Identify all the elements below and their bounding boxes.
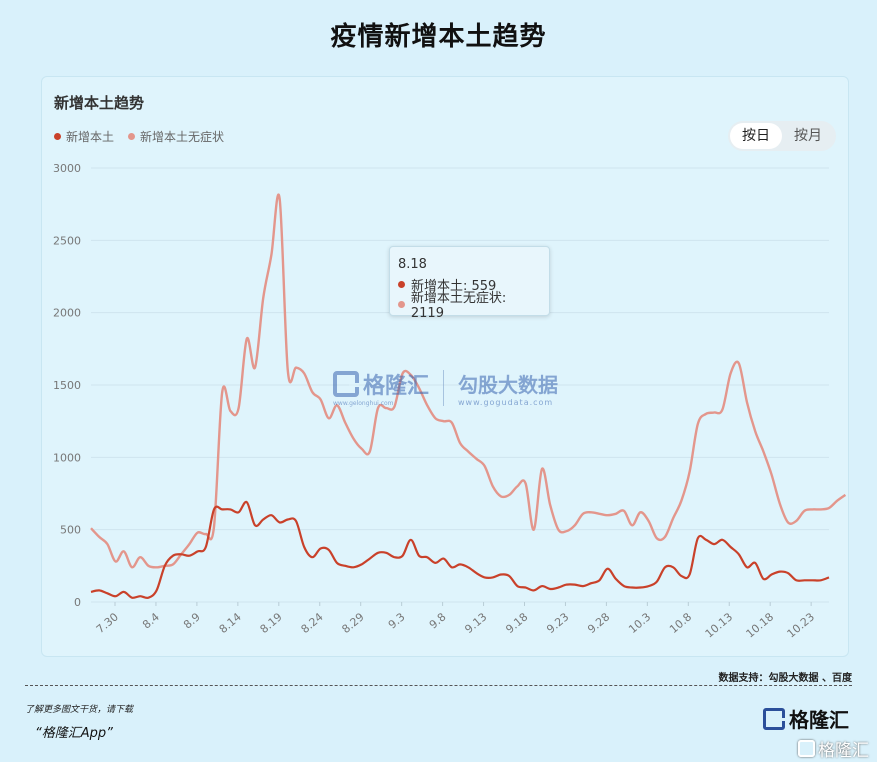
x-tick-label: 8.24 bbox=[299, 610, 326, 636]
footer-app-name: “格隆汇App” bbox=[35, 726, 113, 741]
x-tick-label: 8.9 bbox=[181, 610, 203, 631]
y-tick-label: 2500 bbox=[53, 234, 81, 247]
x-tick-label: 8.19 bbox=[258, 610, 285, 636]
corner-g-icon bbox=[798, 740, 815, 757]
corner-watermark: 格隆汇 bbox=[798, 736, 869, 761]
tooltip-dot-confirmed bbox=[398, 280, 405, 288]
x-tick-label: 10.8 bbox=[667, 610, 694, 636]
period-toggle: 按日 按月 bbox=[728, 121, 836, 151]
x-tick-label: 10.13 bbox=[703, 610, 735, 640]
x-tick-label: 10.3 bbox=[626, 610, 653, 636]
legend-dot-confirmed bbox=[54, 133, 61, 140]
x-tick-label: 9.13 bbox=[462, 610, 489, 636]
x-tick-label: 8.29 bbox=[340, 610, 367, 636]
x-tick-label: 9.23 bbox=[544, 610, 571, 636]
legend-item-confirmed[interactable]: 新增本土 bbox=[54, 128, 114, 145]
tooltip-dot-asymptomatic bbox=[398, 300, 405, 308]
y-tick-label: 3000 bbox=[53, 162, 81, 175]
watermark-brand-url: www.gelonghui.com bbox=[333, 400, 394, 407]
watermark-url: www.gogudata.com bbox=[458, 397, 554, 407]
series-line-asymptomatic[interactable] bbox=[90, 193, 847, 569]
y-tick-label: 0 bbox=[74, 596, 81, 609]
watermark-separator bbox=[443, 369, 445, 406]
x-tick-label: 10.23 bbox=[785, 610, 817, 640]
footer-download-hint: 了解更多图文干货，请下载 bbox=[25, 705, 134, 715]
watermark-brand: 格隆汇 bbox=[363, 374, 430, 399]
y-tick-label: 1000 bbox=[53, 451, 81, 464]
y-tick-label: 2000 bbox=[53, 307, 81, 320]
legend-item-asymptomatic[interactable]: 新增本土无症状 bbox=[128, 128, 224, 145]
line-chart: 0 500 1000 1500 2000 2500 3000 7.30 8.4 8.9 8.14 8.… bbox=[53, 162, 847, 641]
watermark-data-brand: 勾股大数据 bbox=[458, 372, 559, 397]
watermark-g-icon bbox=[333, 371, 359, 397]
corner-brand: 格隆汇 bbox=[818, 741, 869, 761]
card-title: 新增本土趋势 bbox=[54, 94, 145, 112]
page-title: 疫情新增本土趋势 bbox=[330, 22, 547, 52]
tooltip-row-confirmed: 新增本土: 559 bbox=[398, 274, 541, 294]
chart-legend: 新增本土 新增本土无症状 bbox=[54, 128, 224, 145]
legend-label-asymptomatic: 新增本土无症状 bbox=[140, 130, 225, 144]
tooltip-row-asymptomatic: 新增本土无症状: 2119 bbox=[398, 291, 541, 321]
y-tick-label: 500 bbox=[60, 524, 81, 537]
brand-logo: 格隆汇 bbox=[763, 704, 849, 733]
toggle-by-day-button[interactable]: 按日 bbox=[730, 123, 782, 149]
brand-g-icon bbox=[763, 707, 785, 730]
x-tick-label: 9.8 bbox=[427, 610, 449, 631]
x-tick-label: 9.18 bbox=[503, 610, 530, 636]
watermark-logo: 格隆汇 bbox=[333, 368, 429, 400]
y-tick-label: 1500 bbox=[53, 379, 81, 392]
watermark: 格隆汇 www.gelonghui.com 勾股大数据 www.gogudata… bbox=[333, 368, 558, 407]
tooltip-date: 8.18 bbox=[398, 256, 427, 272]
legend-label-confirmed: 新增本土 bbox=[66, 130, 115, 144]
tooltip-value-confirmed: 新增本土: 559 bbox=[411, 278, 497, 294]
x-tick-label: 10.18 bbox=[744, 610, 776, 640]
data-source: 数据支持：勾股大数据 、百度 bbox=[718, 673, 852, 684]
x-tick-label: 8.4 bbox=[140, 610, 162, 631]
series-line-confirmed[interactable] bbox=[90, 500, 830, 599]
x-tick-label: 8.14 bbox=[217, 610, 244, 636]
x-tick-label: 7.30 bbox=[94, 610, 121, 636]
legend-dot-asymptomatic bbox=[128, 133, 136, 140]
x-tick-label: 9.28 bbox=[585, 610, 612, 636]
x-tick-label: 9.3 bbox=[386, 610, 408, 631]
footer-divider bbox=[25, 685, 852, 686]
chart-tooltip: 8.18 新增本土: 559 新增本土无症状: 2119 bbox=[389, 246, 550, 321]
brand-name: 格隆汇 bbox=[789, 708, 849, 732]
toggle-by-month-button[interactable]: 按月 bbox=[794, 128, 822, 144]
tooltip-value-asymptomatic: 新增本土无症状: 2119 bbox=[410, 291, 507, 321]
